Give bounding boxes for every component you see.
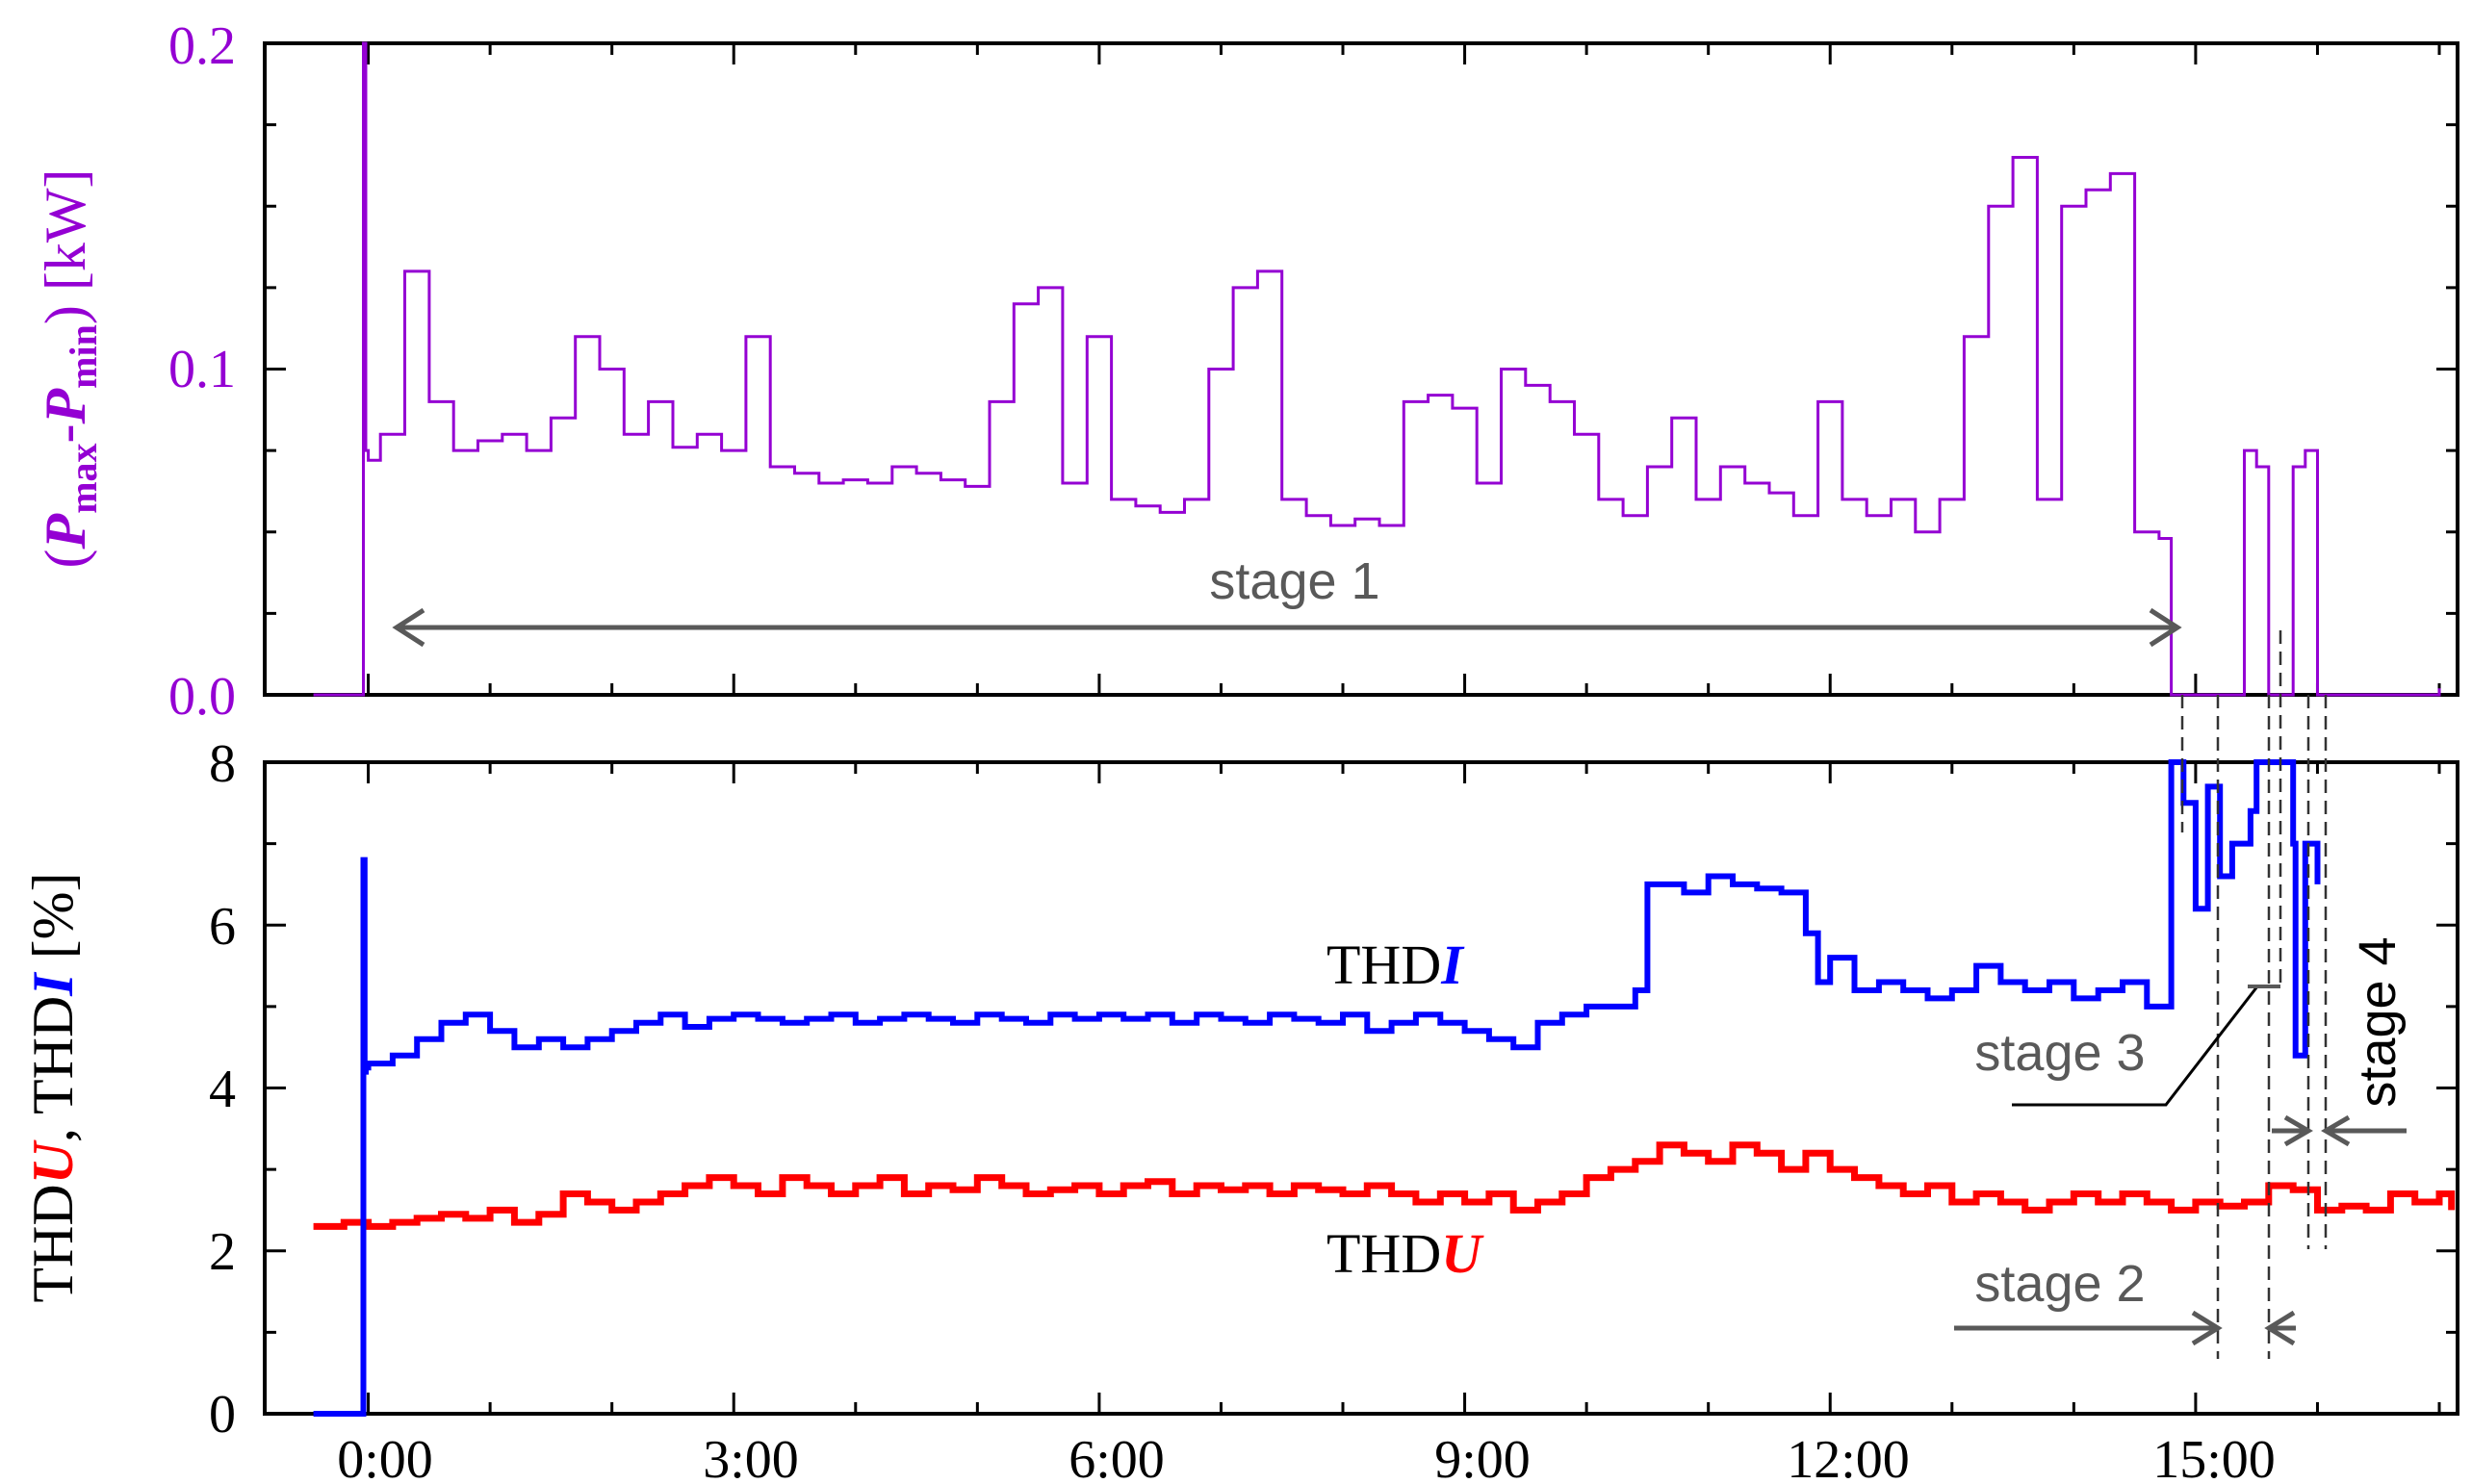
stage4-arrow-head-left	[2283, 1114, 2313, 1147]
xtick-label-0: 0:00	[337, 1430, 433, 1484]
series-line-thdu	[313, 1141, 2456, 1230]
bottom-ytick-label-4: 8	[209, 734, 236, 794]
top-ylabel-sub-max: max	[62, 443, 105, 513]
bottom-ylabel: THDU, THDI [%]	[21, 872, 85, 1302]
bottom-axis-ticks	[265, 760, 2458, 1416]
xtick-label-2: 6:00	[1069, 1430, 1165, 1484]
xtick-label-3: 9:00	[1434, 1430, 1531, 1484]
thdi-label-prefix: THD	[1326, 934, 1441, 996]
thdu-series-label: THDU	[1326, 1222, 1484, 1285]
top-ylabel-p2: P	[34, 387, 97, 424]
top-ylabel-suffix: ) [kW]	[34, 169, 97, 325]
stage2-label: stage 2	[1974, 1255, 2145, 1313]
stage1-label: stage 1	[1209, 552, 1379, 610]
stage1-arrow-left	[392, 607, 425, 648]
thdi-series-label: THDI	[1326, 934, 1465, 996]
stage-dividers	[2180, 630, 2328, 1359]
series-line-thdi	[313, 759, 2321, 1417]
stage1-arrow-right	[2149, 607, 2182, 648]
top-ylabel: (Pmax-Pmin) [kW]	[34, 169, 105, 569]
bottom-ylabel-u: U	[21, 1139, 85, 1184]
bottom-ylabel-suffix: [%]	[21, 872, 85, 973]
top-ylabel-p1: P	[34, 512, 97, 550]
top-ytick-label-0: 0.0	[168, 667, 236, 727]
stage2-arrow-head-right	[2264, 1310, 2296, 1346]
series-line-pmax-pmin	[313, 41, 2441, 697]
stage3-leader-line	[2012, 985, 2259, 1107]
bottom-ytick-label-0: 0	[209, 1385, 236, 1445]
xtick-label-4: 12:00	[1787, 1430, 1910, 1484]
thdu-label-prefix: THD	[1326, 1222, 1441, 1285]
top-ylabel-sub-min: min	[62, 324, 105, 389]
bottom-ylabel-i: I	[21, 971, 85, 997]
bottom-ylabel-thd: THD	[21, 1184, 85, 1302]
top-ytick-label-1: 0.1	[168, 340, 236, 399]
bottom-ytick-label-2: 4	[209, 1060, 236, 1119]
xtick-label-5: 15:00	[2152, 1430, 2276, 1484]
bottom-ytick-label-3: 6	[209, 897, 236, 957]
thdu-label-emph: U	[1441, 1222, 1484, 1285]
bottom-ytick-label-1: 2	[209, 1222, 236, 1282]
bottom-ylabel-comma: , THD	[21, 996, 85, 1142]
stage4-label: stage 4	[2349, 936, 2407, 1107]
stage2-arrow-head-left	[2191, 1310, 2223, 1346]
top-ytick-label-2: 0.2	[168, 16, 236, 76]
thdi-label-emph: I	[1440, 934, 1465, 996]
top-axis-ticks	[265, 41, 2458, 697]
top-ylabel-dash: -	[34, 423, 97, 443]
top-ylabel-prefix: (	[34, 549, 97, 568]
stage4-arrow-head-right	[2321, 1114, 2351, 1147]
stage3-label: stage 3	[1974, 1024, 2145, 1082]
xtick-label-1: 3:00	[703, 1430, 799, 1484]
bottom-panel-frame	[263, 760, 2459, 1416]
